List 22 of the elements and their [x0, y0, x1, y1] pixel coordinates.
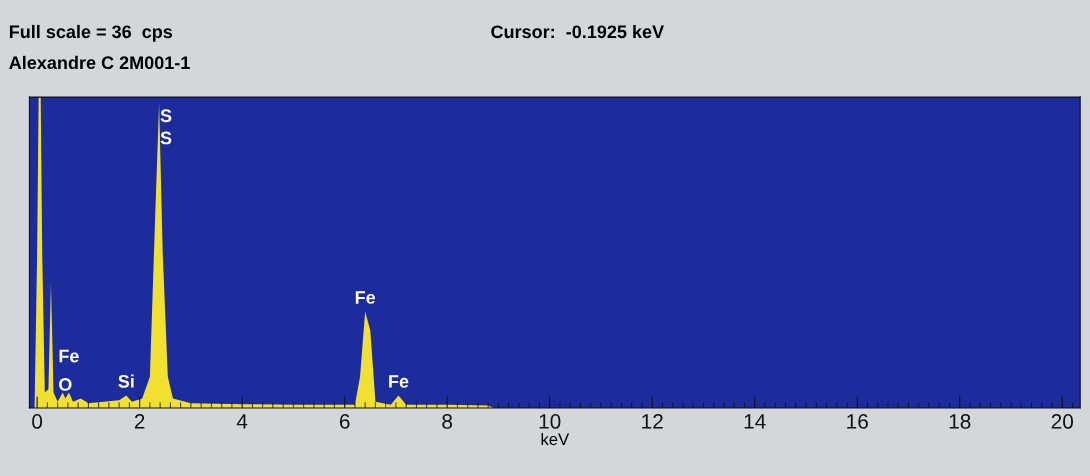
x-tick-label: 0 [32, 414, 43, 429]
x-axis-title: keV [541, 432, 570, 446]
x-tick-label: 10 [539, 414, 561, 429]
annotation: Fe [389, 375, 409, 388]
text: Full scale = 36 cps [9, 24, 173, 42]
text: Cursor: -0.1925 keV [491, 24, 664, 39]
x-tick-label: 4 [236, 414, 248, 429]
x-tick-label: 18 [949, 414, 971, 429]
annotation: Fe [59, 349, 79, 363]
annotation: Fe [355, 291, 376, 304]
annotation: O [59, 378, 72, 391]
x-tick-label: 8 [442, 414, 453, 429]
x-tick-label: 14 [744, 414, 766, 429]
text: Alexandre C 2M001-1 [9, 55, 190, 70]
x-tick-label: 16 [847, 414, 868, 429]
x-tick-label: 6 [339, 414, 350, 429]
annotation: Si [118, 374, 134, 388]
annotation: S [160, 131, 172, 145]
x-tick-label: 2 [134, 414, 145, 429]
x-tick-label: 20 [1051, 414, 1074, 429]
annotation: S [160, 109, 172, 123]
x-tick-label: 12 [642, 414, 663, 429]
